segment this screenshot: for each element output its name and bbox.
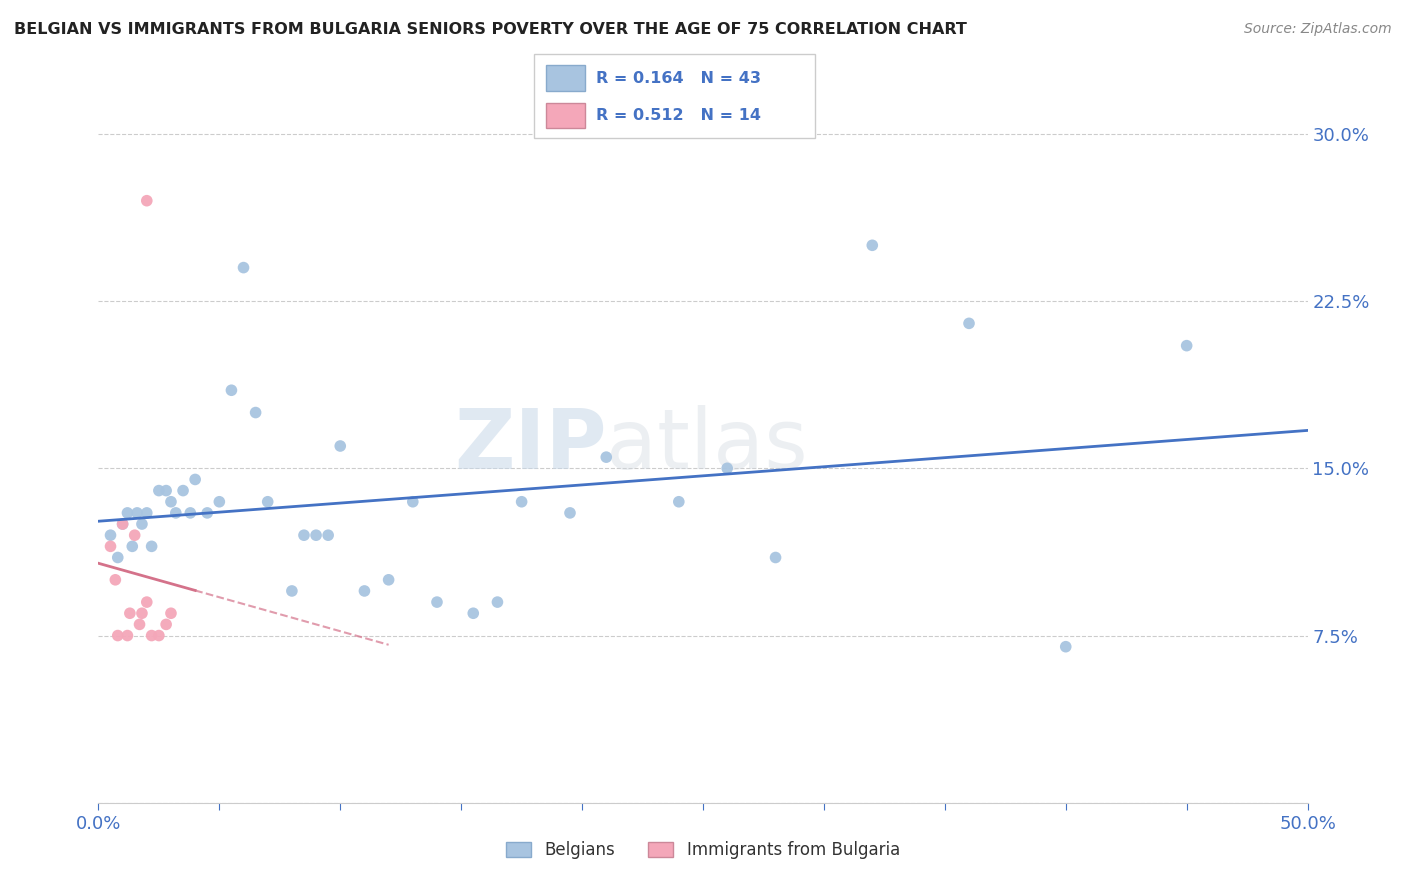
Point	[127, 506, 149, 520]
Point	[107, 628, 129, 642]
Point	[111, 516, 134, 531]
Point	[426, 595, 449, 609]
Point	[179, 506, 201, 520]
Point	[184, 473, 207, 487]
Point	[155, 483, 177, 498]
Point	[160, 494, 183, 508]
Point	[402, 494, 425, 508]
Text: Source: ZipAtlas.com: Source: ZipAtlas.com	[1244, 22, 1392, 37]
Point	[118, 607, 141, 621]
Point	[131, 516, 153, 531]
Point	[1175, 338, 1198, 352]
Point	[595, 450, 617, 464]
Point	[100, 539, 122, 553]
Point	[221, 384, 243, 398]
Point	[305, 528, 328, 542]
Point	[668, 494, 690, 508]
Point	[860, 238, 883, 252]
Legend: Belgians, Immigrants from Bulgaria: Belgians, Immigrants from Bulgaria	[499, 835, 907, 866]
Point	[172, 483, 194, 498]
Point	[329, 439, 352, 453]
Point	[165, 506, 187, 520]
Point	[117, 628, 139, 642]
FancyBboxPatch shape	[534, 54, 815, 138]
Point	[117, 506, 139, 520]
Point	[195, 506, 218, 520]
Point	[107, 550, 129, 565]
Point	[292, 528, 315, 542]
Point	[141, 628, 163, 642]
Point	[124, 528, 146, 542]
Point	[104, 573, 127, 587]
Point	[148, 628, 170, 642]
Point	[316, 528, 339, 542]
Point	[141, 539, 163, 553]
Point	[510, 494, 533, 508]
Text: ZIP: ZIP	[454, 406, 606, 486]
Text: atlas: atlas	[606, 406, 808, 486]
Text: R = 0.512   N = 14: R = 0.512 N = 14	[596, 108, 761, 123]
Point	[148, 483, 170, 498]
Point	[353, 583, 375, 598]
Text: BELGIAN VS IMMIGRANTS FROM BULGARIA SENIORS POVERTY OVER THE AGE OF 75 CORRELATI: BELGIAN VS IMMIGRANTS FROM BULGARIA SENI…	[14, 22, 967, 37]
Point	[232, 260, 254, 275]
Point	[245, 405, 267, 419]
Point	[135, 194, 157, 208]
Point	[377, 573, 399, 587]
Point	[100, 528, 122, 542]
Point	[957, 316, 980, 330]
Point	[1054, 640, 1077, 654]
Point	[281, 583, 304, 598]
Point	[208, 494, 231, 508]
FancyBboxPatch shape	[546, 65, 585, 91]
Point	[463, 607, 485, 621]
Point	[135, 506, 157, 520]
Point	[155, 617, 177, 632]
Point	[111, 516, 134, 531]
Text: R = 0.164   N = 43: R = 0.164 N = 43	[596, 70, 761, 86]
Point	[121, 539, 143, 553]
Point	[716, 461, 738, 475]
Point	[131, 607, 153, 621]
Point	[486, 595, 509, 609]
Point	[160, 607, 183, 621]
Point	[558, 506, 581, 520]
Point	[135, 595, 157, 609]
Point	[256, 494, 278, 508]
Point	[765, 550, 787, 565]
Point	[128, 617, 150, 632]
FancyBboxPatch shape	[546, 103, 585, 128]
